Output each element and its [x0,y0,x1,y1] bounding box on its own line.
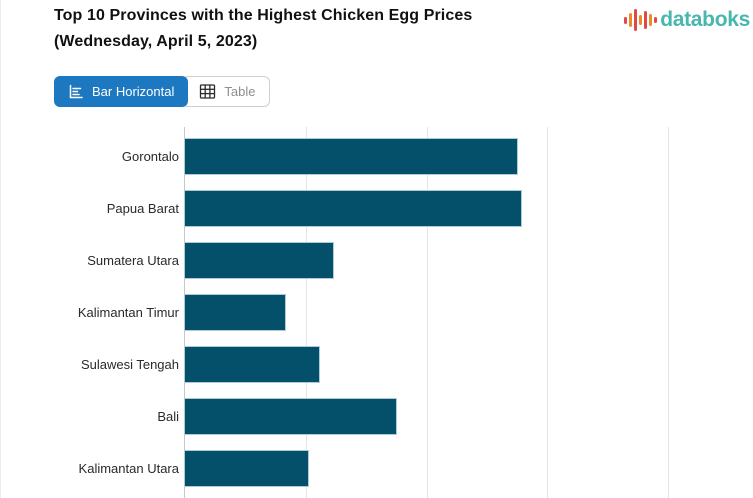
logo-bar [639,15,643,25]
bar-papua-barat[interactable] [184,189,522,227]
bar-gorontalo[interactable] [184,137,518,175]
gridline [426,127,428,498]
category-label: Kalimantan Utara [78,460,179,476]
bar-track [184,449,753,487]
logo-bar [629,13,633,27]
bar-track [184,293,753,331]
gridline [305,127,307,498]
bar-track [184,345,753,383]
bar-horizontal-icon [68,84,84,100]
logo-bar [634,9,638,31]
bar-kalimantan-timur[interactable] [184,293,286,331]
title-line-1: Top 10 Provinces with the Highest Chicke… [54,7,473,24]
bar-track [184,241,753,279]
bar-track [184,189,753,227]
view-toggle-group: Bar Horizontal Table [54,76,271,107]
gridline [668,127,670,498]
category-label: Sulawesi Tengah [80,356,179,372]
logo-bar [649,14,653,26]
bar-sulawesi-tengah[interactable] [184,345,320,383]
bar-track [184,397,753,435]
bar-rows: Gorontalo Papua Barat Sumatera Utara Kalima… [1,130,753,494]
bar-row: Kalimantan Utara [1,442,753,494]
bar-row: Sulawesi Tengah [1,338,753,390]
category-label: Sumatera Utara [87,252,179,268]
page-title: Top 10 Provinces with the Highest Chicke… [54,3,472,55]
databoks-logo-icon [624,7,658,33]
category-label: Papua Barat [106,200,179,216]
logo-bar [644,11,648,29]
bar-bali[interactable] [184,397,397,435]
category-label: Kalimantan Timur [77,304,179,320]
logo-bar [654,17,658,23]
title-line-2: (Wednesday, April 5, 2023) [54,33,258,50]
category-label: Gorontalo [121,148,179,164]
bar-row: Gorontalo [1,130,753,182]
bar-sumatera-utara[interactable] [184,241,335,279]
table-icon [199,83,216,100]
logo-bar [624,16,628,24]
bar-row: Bali [1,390,753,442]
bar-kalimantan-utara[interactable] [184,449,309,487]
bar-track [184,137,753,175]
bar-horizontal-button[interactable]: Bar Horizontal [54,76,189,107]
databoks-logo[interactable]: databoks [624,7,750,33]
bar-horizontal-label: Bar Horizontal [92,84,175,99]
category-label: Bali [157,408,179,424]
horizontal-bar-chart: Gorontalo Papua Barat Sumatera Utara Kalima… [1,127,753,498]
table-label: Table [224,84,256,99]
bar-row: Sumatera Utara [1,234,753,286]
table-button[interactable]: Table [182,76,271,107]
databoks-logo-text: databoks [660,8,750,31]
gridline [547,127,549,498]
bar-row: Papua Barat [1,182,753,234]
bar-row: Kalimantan Timur [1,286,753,338]
